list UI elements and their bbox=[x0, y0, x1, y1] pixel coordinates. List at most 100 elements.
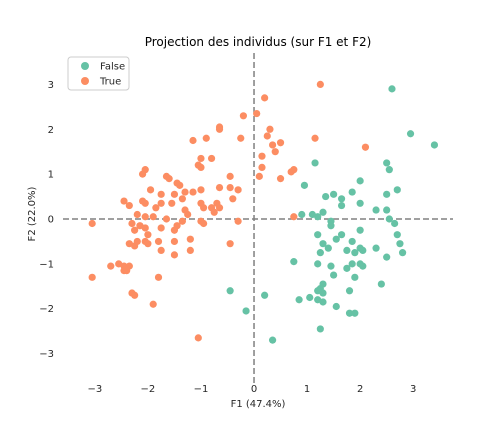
data-point-false bbox=[383, 159, 391, 167]
x-tick-label: −3 bbox=[87, 384, 102, 395]
data-point-true bbox=[210, 208, 218, 216]
data-point-true bbox=[237, 134, 245, 142]
data-point-true bbox=[258, 152, 266, 160]
data-point-true bbox=[123, 266, 131, 275]
data-point-true bbox=[157, 246, 165, 255]
data-point-true bbox=[184, 210, 192, 219]
data-point-true bbox=[234, 217, 242, 225]
x-tick-label: 2 bbox=[357, 384, 363, 395]
data-point-false bbox=[295, 296, 303, 304]
data-point-true bbox=[200, 219, 208, 228]
data-point-true bbox=[178, 217, 186, 225]
data-point-true bbox=[215, 204, 224, 212]
data-point-true bbox=[316, 80, 324, 89]
data-point-true bbox=[189, 188, 197, 196]
data-point-false bbox=[430, 141, 439, 149]
data-point-true bbox=[311, 134, 319, 142]
data-point-true bbox=[197, 186, 205, 194]
data-point-true bbox=[157, 190, 165, 198]
data-point-false bbox=[319, 208, 327, 216]
reference-lines bbox=[63, 53, 453, 385]
data-point-false bbox=[351, 273, 359, 281]
data-point-true bbox=[170, 237, 179, 246]
data-point-true bbox=[120, 197, 128, 205]
data-point-true bbox=[226, 183, 234, 192]
data-point-true bbox=[268, 141, 277, 149]
data-point-false bbox=[348, 188, 356, 196]
data-point-true bbox=[181, 188, 189, 196]
data-point-false bbox=[319, 240, 327, 248]
data-point-false bbox=[268, 336, 277, 344]
legend-marker-true bbox=[81, 77, 89, 85]
data-point-true bbox=[146, 186, 155, 194]
data-point-false bbox=[383, 253, 391, 261]
data-point-false bbox=[337, 231, 346, 239]
data-point-false bbox=[359, 246, 367, 255]
data-point-false bbox=[343, 264, 351, 272]
data-point-true bbox=[107, 262, 115, 270]
data-point-true bbox=[131, 242, 139, 250]
data-point-false bbox=[356, 226, 364, 234]
data-point-true bbox=[258, 163, 266, 172]
x-tick-label: −2 bbox=[141, 384, 156, 395]
y-tick-label: −1 bbox=[39, 259, 54, 270]
data-point-true bbox=[215, 183, 224, 192]
y-tick-label: 1 bbox=[48, 170, 54, 181]
data-point-false bbox=[385, 215, 393, 223]
data-point-true bbox=[234, 186, 242, 194]
data-point-true bbox=[154, 237, 163, 246]
data-point-false bbox=[337, 201, 346, 210]
data-point-true bbox=[189, 136, 197, 145]
y-tick-label: 0 bbox=[48, 215, 54, 226]
data-point-true bbox=[170, 226, 179, 234]
data-point-false bbox=[372, 244, 380, 252]
y-tick-label: 3 bbox=[48, 80, 54, 91]
data-point-true bbox=[290, 213, 298, 221]
data-point-true bbox=[149, 213, 157, 221]
data-point-false bbox=[356, 199, 364, 207]
data-point-true bbox=[239, 112, 248, 120]
data-point-false bbox=[385, 166, 393, 174]
data-point-true bbox=[125, 201, 133, 210]
data-point-false bbox=[316, 325, 324, 333]
data-point-true bbox=[178, 195, 186, 203]
y-axis-label: F2 (22.0%) bbox=[27, 186, 38, 241]
data-point-true bbox=[141, 199, 149, 207]
data-point-true bbox=[197, 163, 205, 172]
data-point-true bbox=[141, 224, 149, 232]
data-point-false bbox=[261, 291, 269, 299]
data-point-true bbox=[261, 94, 269, 102]
data-point-true bbox=[170, 251, 179, 259]
data-point-true bbox=[154, 273, 163, 281]
data-point-false bbox=[316, 249, 324, 257]
data-point-false bbox=[393, 231, 401, 239]
data-point-true bbox=[149, 300, 157, 308]
data-point-true bbox=[131, 226, 139, 234]
data-point-true bbox=[170, 190, 179, 198]
data-point-false bbox=[356, 260, 364, 268]
y-tick-label: 2 bbox=[48, 125, 54, 136]
y-tick-label: −2 bbox=[39, 304, 54, 315]
data-point-false bbox=[351, 309, 359, 317]
data-point-false bbox=[226, 287, 234, 295]
scatter-points bbox=[88, 80, 439, 344]
data-point-true bbox=[266, 125, 274, 133]
data-point-true bbox=[194, 334, 202, 342]
data-point-false bbox=[332, 235, 340, 243]
data-point-false bbox=[396, 240, 404, 248]
x-tick-label: −1 bbox=[194, 384, 209, 395]
data-point-false bbox=[332, 302, 340, 311]
data-point-false bbox=[356, 177, 364, 185]
data-point-false bbox=[345, 309, 354, 317]
data-point-true bbox=[226, 172, 234, 180]
data-point-true bbox=[253, 109, 261, 118]
data-point-false bbox=[383, 190, 391, 198]
data-point-false bbox=[330, 190, 338, 198]
data-point-false bbox=[314, 231, 322, 239]
x-tick-label: 0 bbox=[251, 384, 257, 395]
data-point-false bbox=[337, 195, 346, 203]
data-point-false bbox=[406, 130, 415, 138]
data-point-false bbox=[290, 258, 298, 266]
data-point-true bbox=[128, 219, 136, 228]
data-point-false bbox=[306, 293, 314, 302]
